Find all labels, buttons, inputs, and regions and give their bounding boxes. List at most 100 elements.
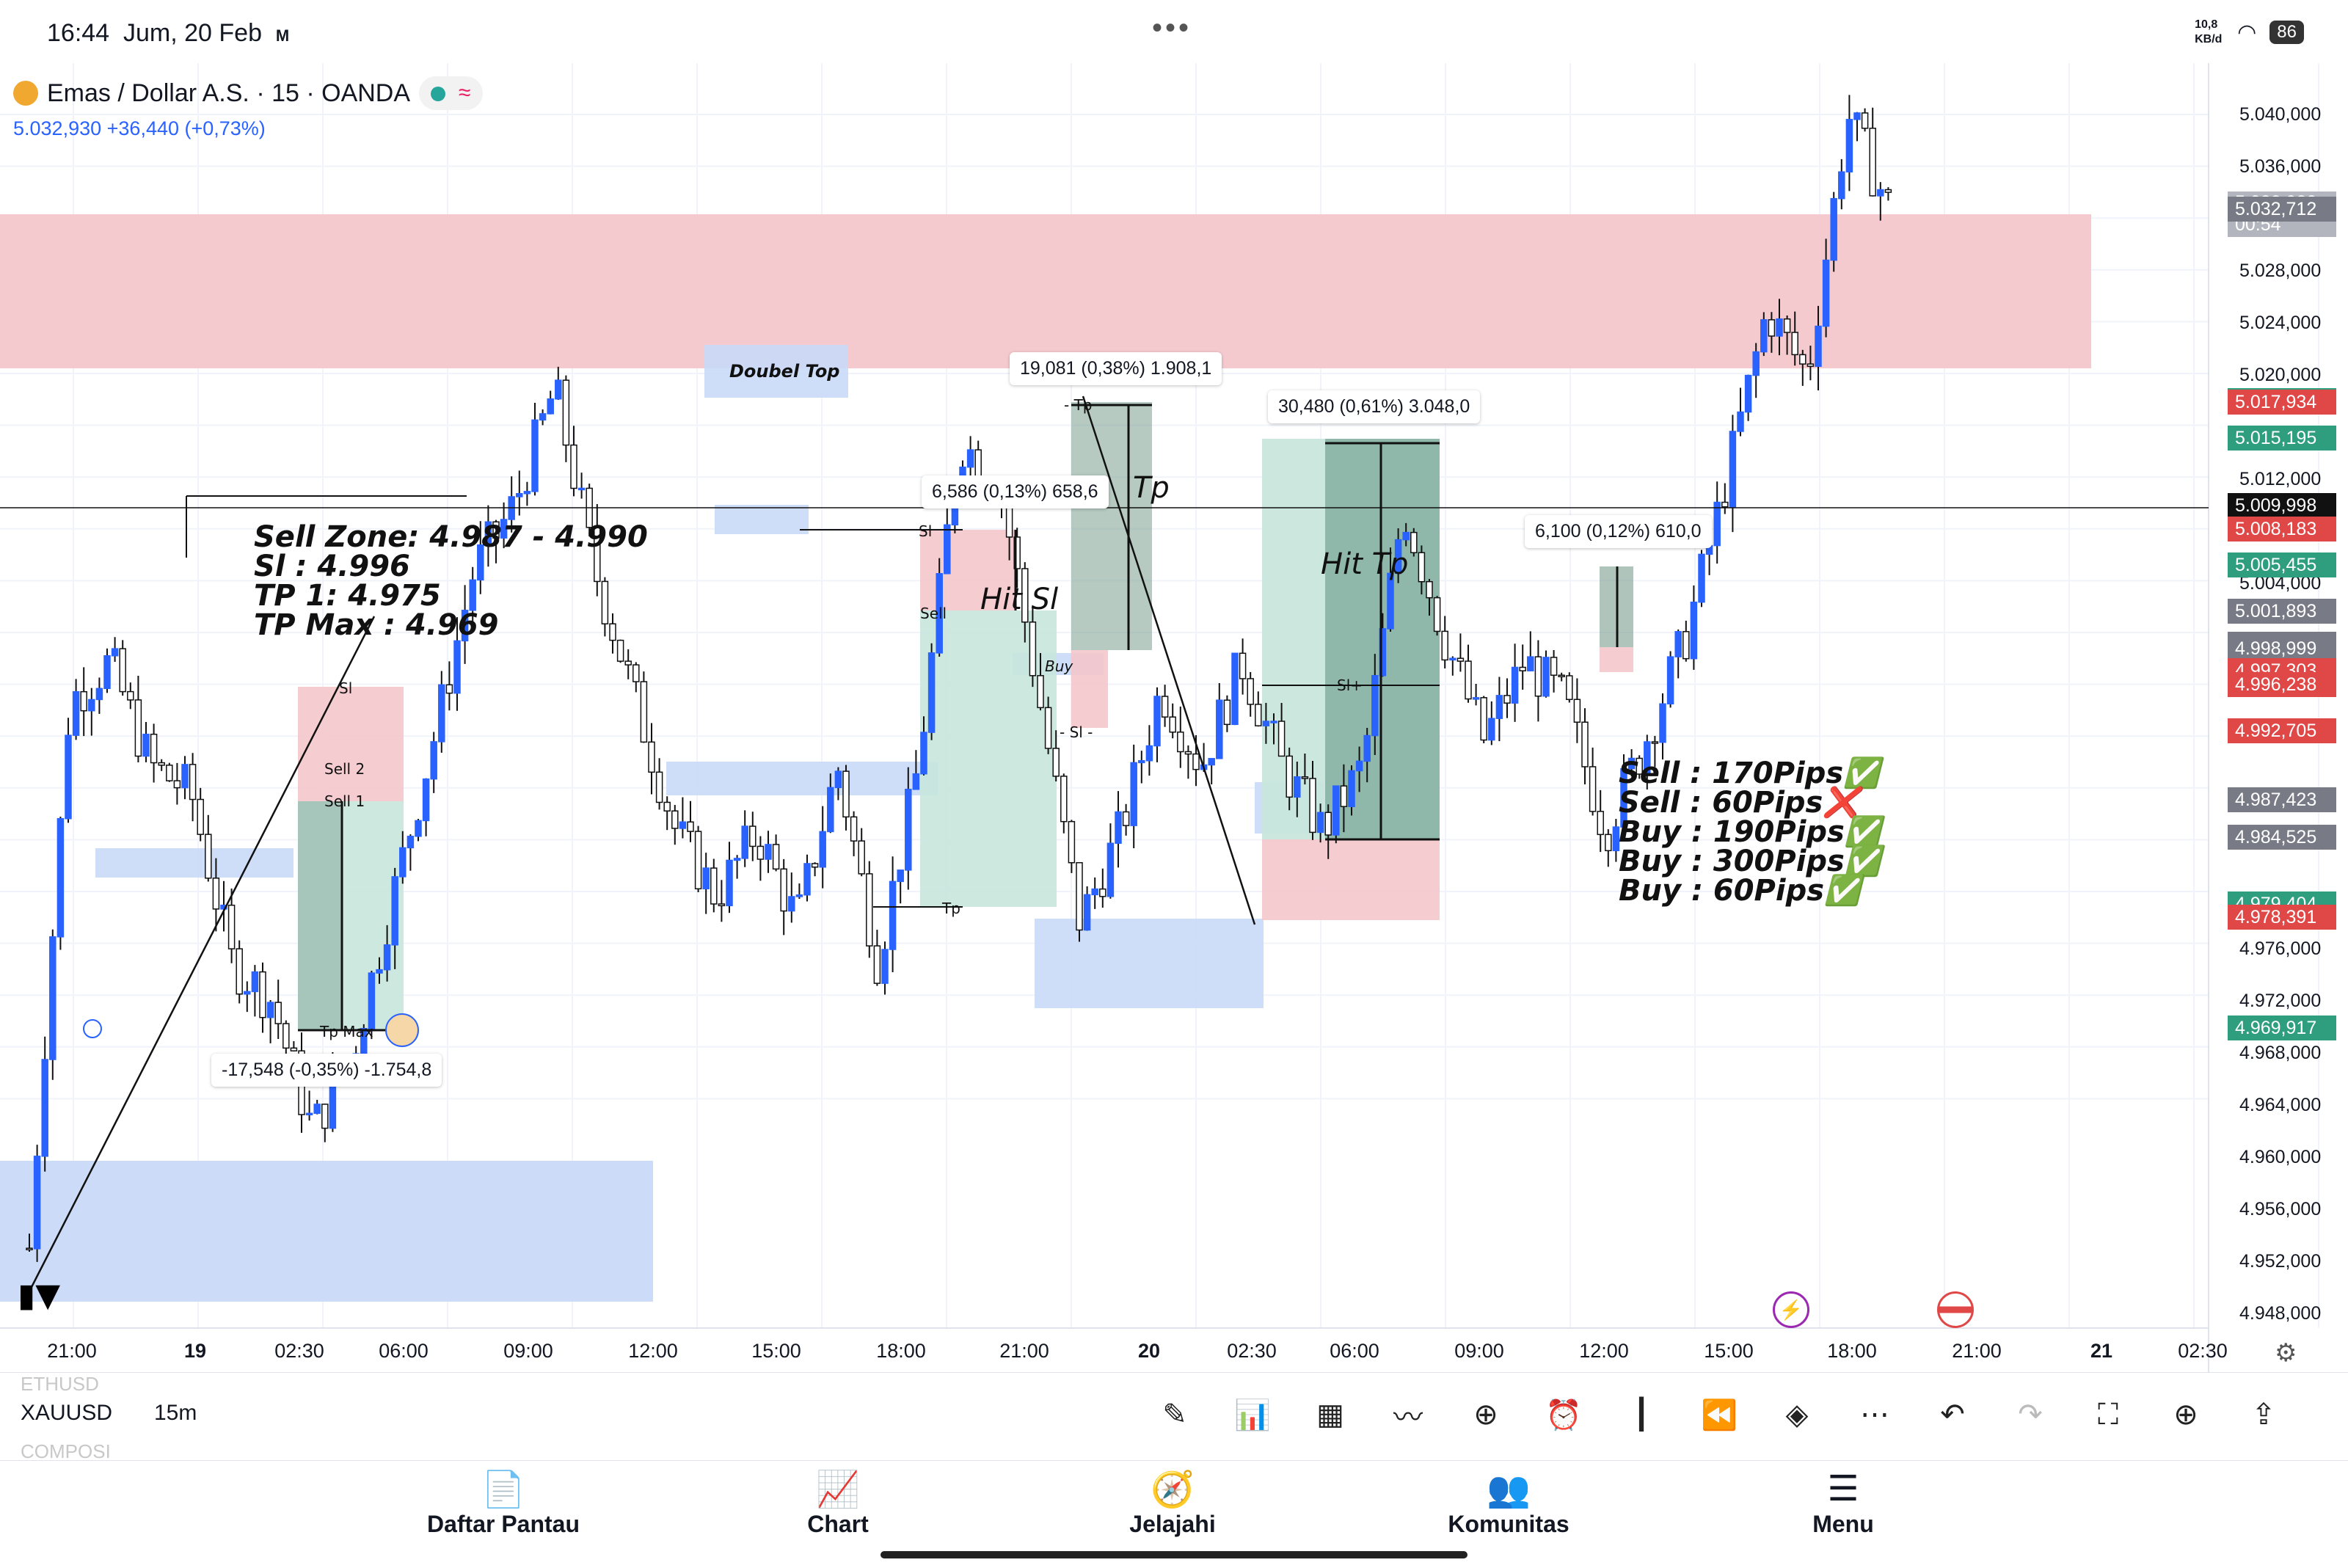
candle — [383, 944, 391, 971]
alert-clock-icon[interactable]: ⏰ — [1545, 1399, 1582, 1432]
measure-label-4[interactable]: 30,480 (0,61%) 3.048,0 — [1268, 390, 1481, 423]
nav-watchlist[interactable]: 📄 Daftar Pantau — [393, 1468, 613, 1538]
layout-grid-icon[interactable]: ▦ — [1316, 1399, 1344, 1431]
doubel-top-label[interactable]: Doubel Top — [729, 361, 840, 382]
hit-sl-label[interactable]: Hit Sl — [980, 583, 1059, 616]
symbol-title[interactable]: Emas / Dollar A.S. · 15 · OANDA — [47, 79, 411, 107]
candle — [594, 527, 601, 583]
price-tag: 5.005,455 — [2228, 552, 2336, 577]
sell-sl-box — [298, 687, 404, 801]
share-icon[interactable]: ⇪ — [2251, 1399, 2276, 1431]
candle-type-icon[interactable]: ┃ — [1632, 1399, 1651, 1431]
candle — [694, 831, 702, 890]
price-axis-label: 5.036,000 — [2239, 156, 2322, 178]
buy-small-sl — [1600, 647, 1633, 672]
add-circle-icon[interactable]: ⊕ — [1473, 1399, 1498, 1431]
price-axis-label: 4.952,000 — [2239, 1250, 2322, 1272]
candle — [1371, 674, 1379, 737]
candle — [1044, 707, 1052, 749]
candle — [1542, 657, 1550, 697]
time-axis-label: 12:00 — [1579, 1340, 1629, 1362]
timeframe-selector[interactable]: 15m — [154, 1401, 197, 1425]
nav-explore[interactable]: 🧭 Jelajahi — [1062, 1468, 1283, 1538]
tp-max-label: Tp Max — [320, 1023, 373, 1040]
candle — [1698, 553, 1705, 603]
candle — [259, 971, 266, 1018]
measure-label-5[interactable]: 6,100 (0,12%) 610,0 — [1525, 515, 1712, 548]
candle — [1713, 501, 1721, 547]
nav-community[interactable]: 👥 Komunitas — [1399, 1468, 1619, 1538]
price-axis-label: 4.948,000 — [2239, 1303, 2322, 1324]
indicators-icon[interactable]: 📊 — [1234, 1399, 1271, 1432]
candle — [912, 773, 920, 790]
gold-icon — [13, 81, 38, 106]
candle — [1465, 660, 1472, 700]
candle — [1255, 704, 1262, 726]
demand-zone — [0, 1161, 653, 1302]
time-axis-label: 06:00 — [379, 1340, 429, 1362]
us-flag-event-icon[interactable] — [1937, 1291, 1974, 1328]
candle — [1270, 721, 1277, 723]
price-chart[interactable] — [0, 63, 2348, 1372]
candle — [1394, 539, 1402, 575]
measure-label-2[interactable]: 19,081 (0,38%) 1.908,1 — [1010, 352, 1222, 385]
candle — [749, 825, 756, 847]
candle — [142, 733, 150, 757]
candle — [399, 847, 406, 878]
nav-chart[interactable]: 📈 Chart — [728, 1468, 948, 1538]
price-axis-label: 4.972,000 — [2239, 990, 2322, 1011]
candle — [1355, 760, 1363, 772]
candle — [733, 858, 741, 861]
bottom-toolbar: ETHUSD XAUUSD 15m COMPOSI ✎ 📊 ▦ 〰 ⊕ ⏰ ┃ … — [0, 1372, 2348, 1462]
more-options-icon[interactable]: ⋯ — [1860, 1399, 1889, 1431]
candle — [26, 1247, 33, 1250]
settings-gear-icon[interactable]: ⚙ — [2275, 1339, 2297, 1367]
candle — [127, 690, 134, 701]
trend-tools-icon[interactable]: 〰 — [1393, 1401, 1423, 1434]
candle — [1861, 112, 1869, 129]
candle — [850, 816, 858, 842]
draw-pencil-icon[interactable]: ✎ — [1162, 1399, 1187, 1431]
results-text[interactable]: Sell : 170Pips✅ Sell : 60Pips❌ Buy : 190… — [1619, 756, 1881, 908]
price-quote: 5.032,930 +36,440 (+0,73%) — [13, 117, 266, 139]
hit-tp-label[interactable]: Hit Tp — [1321, 547, 1409, 581]
symbol-selector[interactable]: XAUUSD — [21, 1401, 113, 1425]
market-status-pill[interactable]: ≈ — [419, 76, 483, 110]
time-axis-label: 18:00 — [876, 1340, 926, 1362]
demand-zone-small — [1035, 919, 1264, 1008]
layers-icon[interactable]: ◈ — [1785, 1399, 1809, 1431]
measure-label-3[interactable]: 6,586 (0,13%) 658,6 — [922, 475, 1109, 508]
candle — [1799, 354, 1806, 365]
candle — [710, 867, 718, 905]
candle — [1037, 675, 1044, 709]
candle — [866, 873, 873, 947]
more-dots-icon[interactable]: ••• — [1152, 12, 1192, 44]
undo-icon[interactable]: ↶ — [1940, 1399, 1965, 1431]
candle — [577, 487, 586, 491]
time-axis-label: 09:00 — [503, 1340, 553, 1362]
candle — [788, 896, 795, 912]
replay-icon[interactable]: ⏪ — [1701, 1399, 1738, 1432]
buy-sl-big — [1262, 839, 1440, 920]
candle — [227, 904, 236, 949]
nav-menu[interactable]: ☰ Menu — [1733, 1468, 1953, 1538]
measure-label-1[interactable]: -17,548 (-0,35%) -1.754,8 — [211, 1054, 442, 1087]
symbol-header[interactable]: Emas / Dollar A.S. · 15 · OANDA ≈ — [13, 76, 483, 110]
candle — [1184, 751, 1192, 755]
flash-event-icon[interactable]: ⚡ — [1773, 1291, 1809, 1328]
candle — [1192, 753, 1200, 770]
fullscreen-icon[interactable]: ⛶ — [2098, 1398, 2118, 1431]
setup-text[interactable]: Sell Zone: 4.987 - 4.990 Sl : 4.996 TP 1… — [254, 520, 648, 642]
candle — [632, 664, 640, 682]
trend-line — [28, 616, 376, 1292]
redo-icon[interactable]: ↷ — [2018, 1399, 2043, 1431]
tp-label[interactable]: Tp — [1133, 471, 1170, 505]
candle — [469, 579, 476, 611]
price-axis-label: 5.024,000 — [2239, 313, 2322, 334]
candle — [150, 733, 158, 764]
home-indicator[interactable] — [880, 1551, 1468, 1558]
trend-line — [1082, 395, 1256, 925]
candle — [1589, 766, 1597, 812]
add-compare-icon[interactable]: ⊕ — [2173, 1399, 2198, 1431]
price-tag: 4.998,999 — [2228, 636, 2336, 662]
